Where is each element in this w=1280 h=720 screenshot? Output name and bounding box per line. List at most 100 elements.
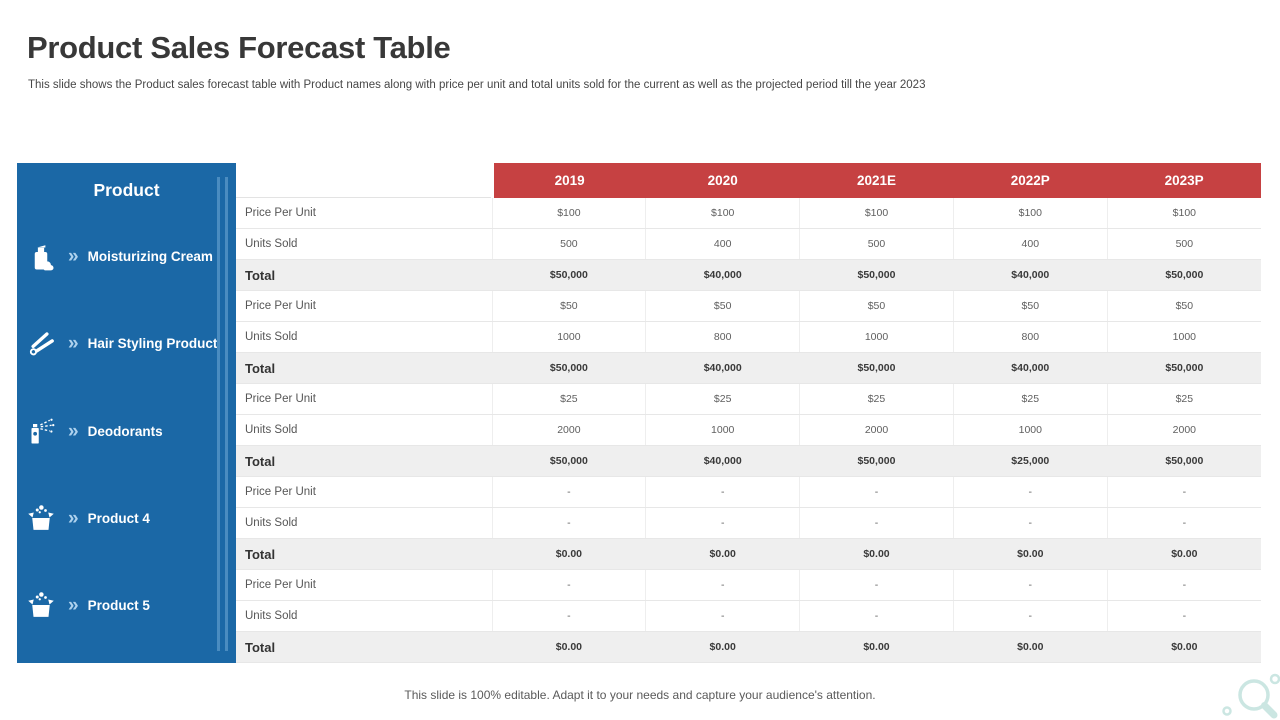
table-cell: $40,000 (952, 259, 1108, 291)
table-cell: - (1106, 476, 1261, 508)
table-cell: - (799, 600, 954, 632)
moisturizing-cream-total-row: Total $50,000 $40,000 $50,000 $40,000 $5… (236, 259, 1261, 291)
table-cell: $100 (799, 197, 954, 229)
row-label: Price Per Unit (236, 197, 492, 229)
product-panel-title: Product (93, 180, 160, 200)
row-label: Units Sold (236, 228, 492, 260)
table-cell: $25 (799, 383, 954, 415)
chevron-double-right-icon: » (68, 420, 79, 442)
table-cell: $25 (491, 383, 646, 415)
table-cell: $25 (952, 383, 1108, 415)
table-cell: 500 (1106, 228, 1261, 260)
product-4-units-row: Units Sold - - - - - (236, 507, 1261, 539)
row-label: Units Sold (236, 321, 492, 353)
table-cell: 500 (491, 228, 646, 260)
deodorants-price-row: Price Per Unit $25 $25 $25 $25 $25 (236, 383, 1261, 415)
table-cell: $0.00 (645, 631, 800, 663)
row-label: Units Sold (236, 414, 492, 446)
table-cell: $100 (1106, 197, 1261, 229)
table-cell: - (1106, 600, 1261, 632)
moisturizing-cream-units-row: Units Sold 500 400 500 400 500 (236, 228, 1261, 260)
table-cell: 1000 (1106, 321, 1261, 353)
table-cell: $50 (799, 290, 954, 322)
table-cell: $100 (952, 197, 1108, 229)
table-cell: $40,000 (645, 352, 800, 384)
table-cell: $0.00 (1106, 631, 1261, 663)
table-cell: 800 (952, 321, 1108, 353)
panel-stripe (224, 177, 228, 651)
table-cell: - (645, 476, 800, 508)
product-4-price-row: Price Per Unit - - - - - (236, 476, 1261, 508)
sidebar-item-label: Deodorants (87, 423, 163, 439)
table-cell: $50,000 (799, 445, 954, 477)
sidebar-item-label: Product 5 (87, 597, 150, 613)
table-cell: $40,000 (645, 259, 800, 291)
table-cell: - (799, 507, 954, 539)
year-header-row: 2019 2020 2021E 2022P 2023P (236, 163, 1261, 198)
table-cell: $50,000 (799, 259, 954, 291)
table-cell: $50 (952, 290, 1108, 322)
year-header-2: 2021E (799, 163, 954, 198)
table-cell: - (799, 476, 954, 508)
row-label: Total (236, 352, 492, 384)
table-cell: 2000 (491, 414, 646, 446)
product-list: » Moisturizing Cream » Hair Styling Prod… (17, 201, 236, 663)
sidebar-item-product-4: » Product 4 (17, 475, 236, 562)
table-cell: 2000 (799, 414, 954, 446)
table-cell: - (491, 507, 646, 539)
product-5-units-row: Units Sold - - - - - (236, 600, 1261, 632)
year-header-3: 2022P (953, 163, 1108, 198)
sidebar-item-label: Hair Styling Product (87, 336, 218, 352)
table-cell: $40,000 (645, 445, 800, 477)
magnifier-decor-icon (1222, 673, 1280, 719)
table-cell: - (1106, 507, 1261, 539)
table-cell: $0.00 (1106, 538, 1261, 570)
table-cell: $50,000 (1106, 445, 1261, 477)
sidebar-item-label: Moisturizing Cream (87, 249, 213, 265)
row-label: Price Per Unit (236, 383, 492, 415)
sidebar-item-moisturizing-cream: » Moisturizing Cream (17, 213, 236, 300)
table-cell: $0.00 (799, 631, 954, 663)
row-label: Price Per Unit (236, 476, 492, 508)
table-cell: 800 (645, 321, 800, 353)
row-label: Units Sold (236, 600, 492, 632)
hair-straightener-icon (26, 329, 56, 359)
sidebar-item-product-5: » Product 5 (17, 562, 236, 649)
moisturizing-cream-price-row: Price Per Unit $100 $100 $100 $100 $100 (236, 197, 1261, 229)
chevron-double-right-icon: » (68, 594, 79, 616)
chevron-double-right-icon: » (68, 507, 79, 529)
hair-styling-product-price-row: Price Per Unit $50 $50 $50 $50 $50 (236, 290, 1261, 322)
table-cell: $0.00 (952, 538, 1108, 570)
footer-note: This slide is 100% editable. Adapt it to… (404, 688, 876, 702)
table-cell: - (799, 569, 954, 601)
table-cell: - (952, 569, 1108, 601)
table-cell: $50,000 (491, 259, 646, 291)
table-cell: $50,000 (1106, 259, 1261, 291)
table-cell: - (645, 507, 800, 539)
table-cell: $100 (491, 197, 646, 229)
row-label: Total (236, 259, 492, 291)
year-header-4: 2023P (1107, 163, 1261, 198)
chevron-double-right-icon: » (68, 246, 79, 268)
sidebar-item-label: Product 4 (87, 510, 150, 526)
table-cell: - (645, 600, 800, 632)
table-cell: $50,000 (491, 445, 646, 477)
table-cell: $50,000 (799, 352, 954, 384)
hair-styling-product-units-row: Units Sold 1000 800 1000 800 1000 (236, 321, 1261, 353)
table-cell: - (645, 569, 800, 601)
table-cell: $50,000 (491, 352, 646, 384)
deodorants-units-row: Units Sold 2000 1000 2000 1000 2000 (236, 414, 1261, 446)
table-cell: - (952, 507, 1108, 539)
forecast-table: 2019 2020 2021E 2022P 2023P Price Per Un… (236, 163, 1261, 663)
table-cell: $25 (645, 383, 800, 415)
hair-styling-product-total-row: Total $50,000 $40,000 $50,000 $40,000 $5… (236, 352, 1261, 384)
product-panel: Product » Moisturizing Cream » Hair Styl… (17, 163, 236, 663)
row-label: Price Per Unit (236, 569, 492, 601)
table-cell: 1000 (799, 321, 954, 353)
product-4-total-row: Total $0.00 $0.00 $0.00 $0.00 $0.00 (236, 538, 1261, 570)
row-label: Total (236, 445, 492, 477)
table-cell: - (491, 569, 646, 601)
table-cell: $50 (491, 290, 646, 322)
row-label: Total (236, 631, 492, 663)
